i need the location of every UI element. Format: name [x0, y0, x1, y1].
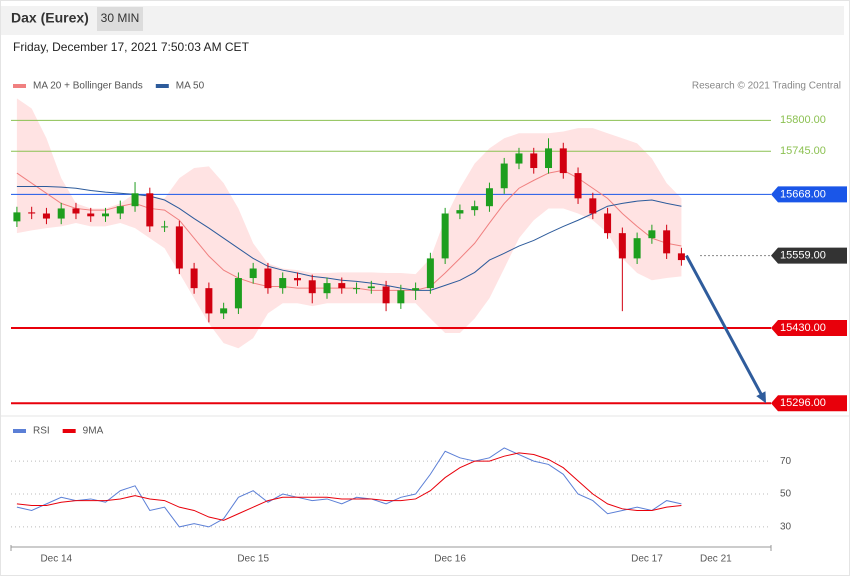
forecast-arrow — [685, 254, 764, 397]
candle-body — [220, 308, 228, 314]
timeframe-badge[interactable] — [97, 7, 143, 31]
candle-body — [131, 193, 139, 207]
candle-body — [279, 278, 287, 289]
level-label: 15800.00 — [780, 114, 826, 126]
legend-swatch — [13, 84, 26, 88]
candle-body — [485, 188, 493, 207]
level-box — [771, 186, 847, 203]
candle-body — [323, 283, 331, 294]
candle-body — [633, 238, 641, 259]
candle-body — [146, 193, 154, 227]
x-tick-label: Dec 15 — [237, 554, 269, 565]
candle-body — [205, 288, 213, 314]
candle-body — [338, 283, 346, 289]
legend-label: MA 50 — [176, 81, 205, 92]
legend-swatch — [13, 429, 26, 433]
candle-body — [574, 173, 582, 199]
legend-label: 9MA — [83, 426, 104, 437]
y-tick-label: 70 — [780, 456, 792, 467]
line — [16, 452, 682, 521]
candle-body — [456, 210, 464, 214]
candle-body — [589, 198, 597, 214]
candle-body — [471, 206, 479, 211]
candle-body — [308, 280, 316, 294]
candle-body — [353, 288, 361, 290]
candle-body — [72, 208, 80, 214]
candle-body — [648, 230, 656, 239]
candle-body — [264, 268, 272, 289]
y-tick-label: 30 — [780, 522, 792, 533]
level-box — [771, 320, 847, 336]
line — [16, 447, 682, 528]
candle-body — [397, 290, 405, 304]
level-label: 15668.00 — [780, 188, 826, 200]
x-tick-label: Dec 21 — [700, 554, 732, 565]
forecast-arrowhead — [756, 391, 766, 404]
level-box — [771, 247, 847, 264]
level-label: 15296.00 — [780, 397, 826, 409]
candle-body — [530, 153, 538, 169]
candle-body — [441, 213, 449, 259]
x-tick-label: Dec 16 — [434, 554, 466, 565]
legend-swatch — [62, 429, 76, 433]
legend-swatch — [155, 84, 169, 88]
level-box — [771, 395, 847, 412]
candle-body — [190, 268, 198, 289]
candle-body — [28, 212, 36, 214]
legend-label: MA 20 + Bollinger Bands — [33, 81, 143, 92]
candle-body — [545, 148, 553, 169]
legend-label: RSI — [33, 426, 50, 437]
candle-body — [249, 268, 257, 279]
candle-body — [559, 148, 567, 174]
candle-body — [500, 163, 508, 189]
candle-body — [87, 213, 95, 217]
candle-body — [426, 258, 434, 289]
candle-body — [382, 286, 390, 304]
y-tick-label: 50 — [780, 489, 792, 500]
level-label: 15430.00 — [780, 322, 826, 334]
candle-body — [42, 213, 50, 219]
candle-body — [175, 226, 183, 269]
bollinger-band — [16, 98, 682, 349]
ma-line — [16, 169, 682, 291]
instrument: Dax (Eurex) — [11, 10, 89, 26]
candle-body — [293, 278, 301, 281]
candle-body — [412, 288, 420, 291]
candle-body — [161, 226, 169, 228]
timeframe[interactable]: 30 MIN — [101, 11, 140, 25]
candle-body — [116, 206, 124, 214]
candle-body — [57, 208, 65, 219]
candle-body — [663, 230, 671, 254]
candle-body — [13, 212, 21, 222]
candle-body — [102, 213, 110, 217]
candle-body — [618, 233, 626, 259]
x-tick-label: Dec 14 — [40, 554, 72, 565]
candle-body — [677, 253, 685, 261]
candle-body — [604, 213, 612, 234]
candle-body — [367, 286, 375, 289]
level-label: 15559.00 — [780, 249, 826, 261]
ma-line — [16, 186, 682, 291]
level-label: 15745.00 — [780, 145, 826, 157]
candle-body — [515, 153, 523, 164]
x-tick-label: Dec 17 — [631, 554, 663, 565]
credit: Research © 2021 Trading Central — [692, 81, 841, 92]
timestamp: Friday, December 17, 2021 7:50:03 AM CET — [13, 40, 250, 54]
candle-body — [234, 278, 242, 309]
